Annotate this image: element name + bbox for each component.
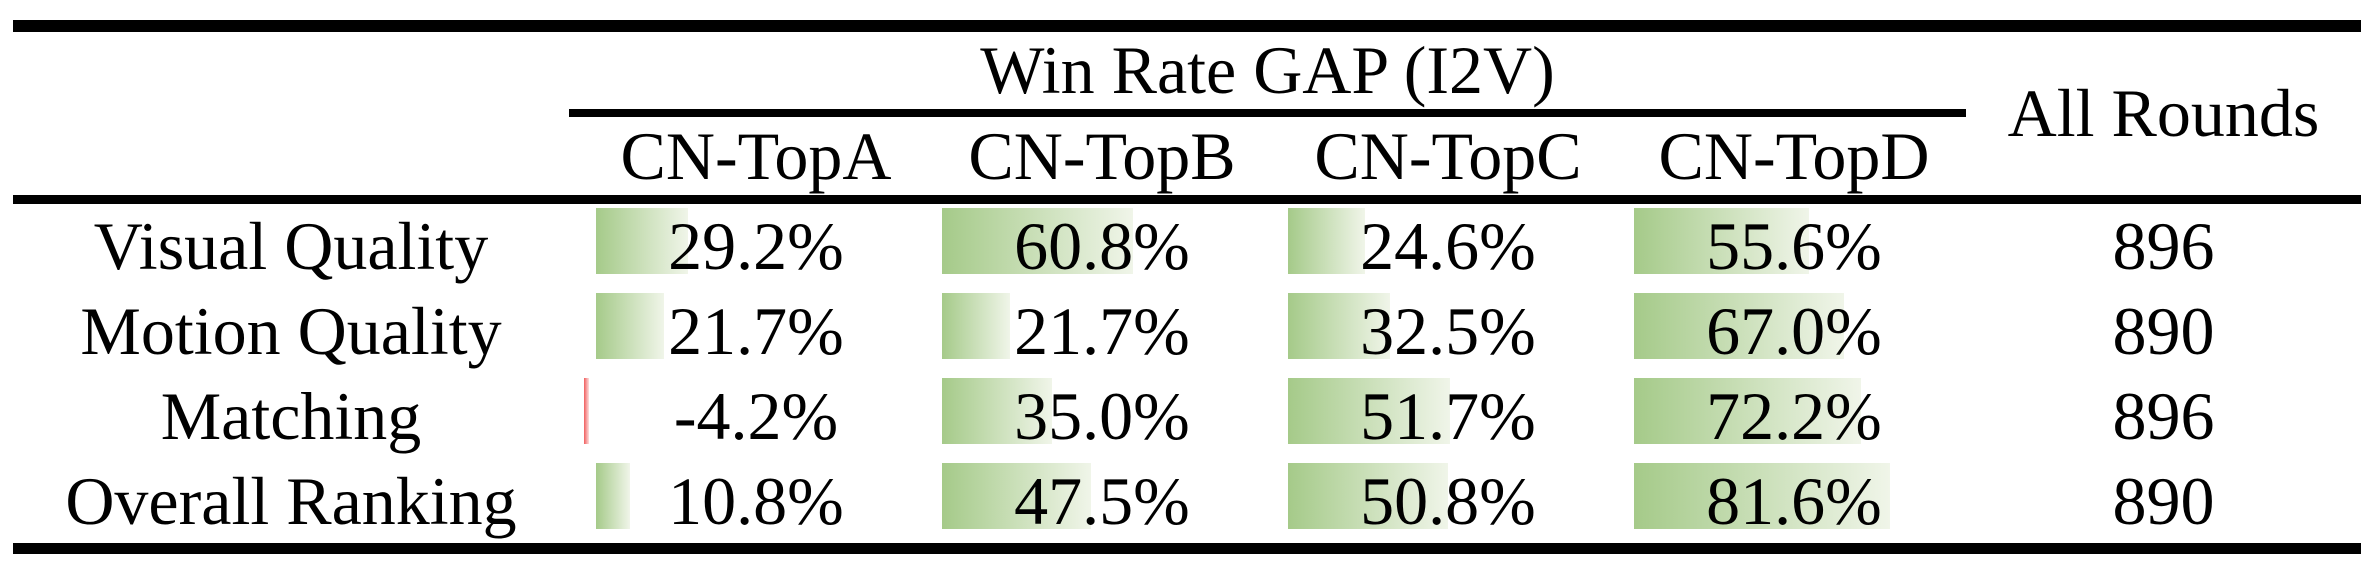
- win-rate-value: 55.6%: [1706, 208, 1882, 284]
- data-bar: [1288, 208, 1366, 274]
- win-rate-value: 50.8%: [1360, 463, 1536, 539]
- data-bar: [942, 463, 1092, 529]
- win-rate-value: 81.6%: [1706, 463, 1882, 539]
- win-rate-cell: 47.5%: [929, 459, 1275, 544]
- column-header-cn-topd: CN-TopD: [1658, 117, 1930, 194]
- win-rate-cell: 10.8%: [583, 459, 929, 544]
- data-bar: [1288, 293, 1391, 359]
- data-bar: [942, 208, 1133, 274]
- data-bar: [596, 208, 688, 274]
- table-row: Motion Quality 21.7% 21.7% 32.5% 67.0% 8…: [0, 289, 2374, 374]
- header-rule: [13, 195, 2361, 204]
- win-rate-cell: 29.2%: [583, 204, 929, 289]
- data-bar: [1288, 463, 1448, 529]
- column-header-cn-topa: CN-TopA: [620, 117, 892, 194]
- row-label: Visual Quality: [93, 208, 489, 284]
- win-rate-cell: 50.8%: [1275, 459, 1621, 544]
- win-rate-cell: 51.7%: [1275, 374, 1621, 459]
- win-rate-value: 24.6%: [1360, 208, 1536, 284]
- win-rate-value: 35.0%: [1014, 378, 1190, 454]
- win-rate-cell: 21.7%: [583, 289, 929, 374]
- win-rate-value: 10.8%: [668, 463, 844, 539]
- row-label: Matching: [160, 378, 422, 454]
- row-label: Motion Quality: [80, 293, 502, 369]
- data-bar: [596, 463, 630, 529]
- win-rate-cell: -4.2%: [583, 374, 929, 459]
- data-bar: [942, 378, 1052, 444]
- win-rate-value: 29.2%: [668, 208, 844, 284]
- win-rate-cell: 72.2%: [1621, 374, 1967, 459]
- table-row: Matching -4.2% 35.0% 51.7% 72.2% 896: [0, 374, 2374, 459]
- win-rate-value: 60.8%: [1014, 208, 1190, 284]
- all-rounds-value: 896: [2112, 208, 2215, 284]
- win-rate-value: 51.7%: [1360, 378, 1536, 454]
- data-bar: [1634, 378, 1861, 444]
- column-header-cn-topc: CN-TopC: [1314, 117, 1582, 194]
- top-rule: [13, 20, 2361, 32]
- win-rate-cell: 55.6%: [1621, 204, 1967, 289]
- win-rate-cell: 60.8%: [929, 204, 1275, 289]
- win-rate-cell: 24.6%: [1275, 204, 1621, 289]
- win-rate-cell: 81.6%: [1621, 459, 1967, 544]
- data-bar: [596, 293, 665, 359]
- win-rate-cell: 21.7%: [929, 289, 1275, 374]
- all-rounds-value: 890: [2112, 293, 2215, 369]
- table-row: Visual Quality 29.2% 60.8% 24.6% 55.6% 8…: [0, 204, 2374, 289]
- win-rate-value: 67.0%: [1706, 293, 1882, 369]
- win-rate-value: 47.5%: [1014, 463, 1190, 539]
- data-bar: [1634, 208, 1809, 274]
- win-rate-value: 72.2%: [1706, 378, 1882, 454]
- win-rate-cell: 35.0%: [929, 374, 1275, 459]
- data-bar: [942, 293, 1011, 359]
- all-rounds-value: 896: [2112, 378, 2215, 454]
- data-bar: [584, 378, 589, 444]
- all-rounds-header: All Rounds: [2007, 75, 2320, 151]
- column-header-cn-topb: CN-TopB: [968, 117, 1236, 194]
- table-row: Overall Ranking 10.8% 47.5% 50.8% 81.6% …: [0, 459, 2374, 544]
- win-rate-value: 21.7%: [668, 293, 844, 369]
- data-bar: [1634, 463, 1891, 529]
- win-rate-value: 32.5%: [1360, 293, 1536, 369]
- title-underline-rule: [569, 109, 1966, 117]
- win-rate-cell: 67.0%: [1621, 289, 1967, 374]
- all-rounds-value: 890: [2112, 463, 2215, 539]
- data-bar: [1634, 293, 1845, 359]
- win-rate-cell: 32.5%: [1275, 289, 1621, 374]
- win-rate-value: -4.2%: [673, 378, 839, 454]
- win-rate-value: 21.7%: [1014, 293, 1190, 369]
- bottom-rule: [13, 543, 2361, 554]
- table-title: Win Rate GAP (I2V): [980, 32, 1555, 108]
- row-label: Overall Ranking: [65, 463, 517, 539]
- data-bar: [1288, 378, 1451, 444]
